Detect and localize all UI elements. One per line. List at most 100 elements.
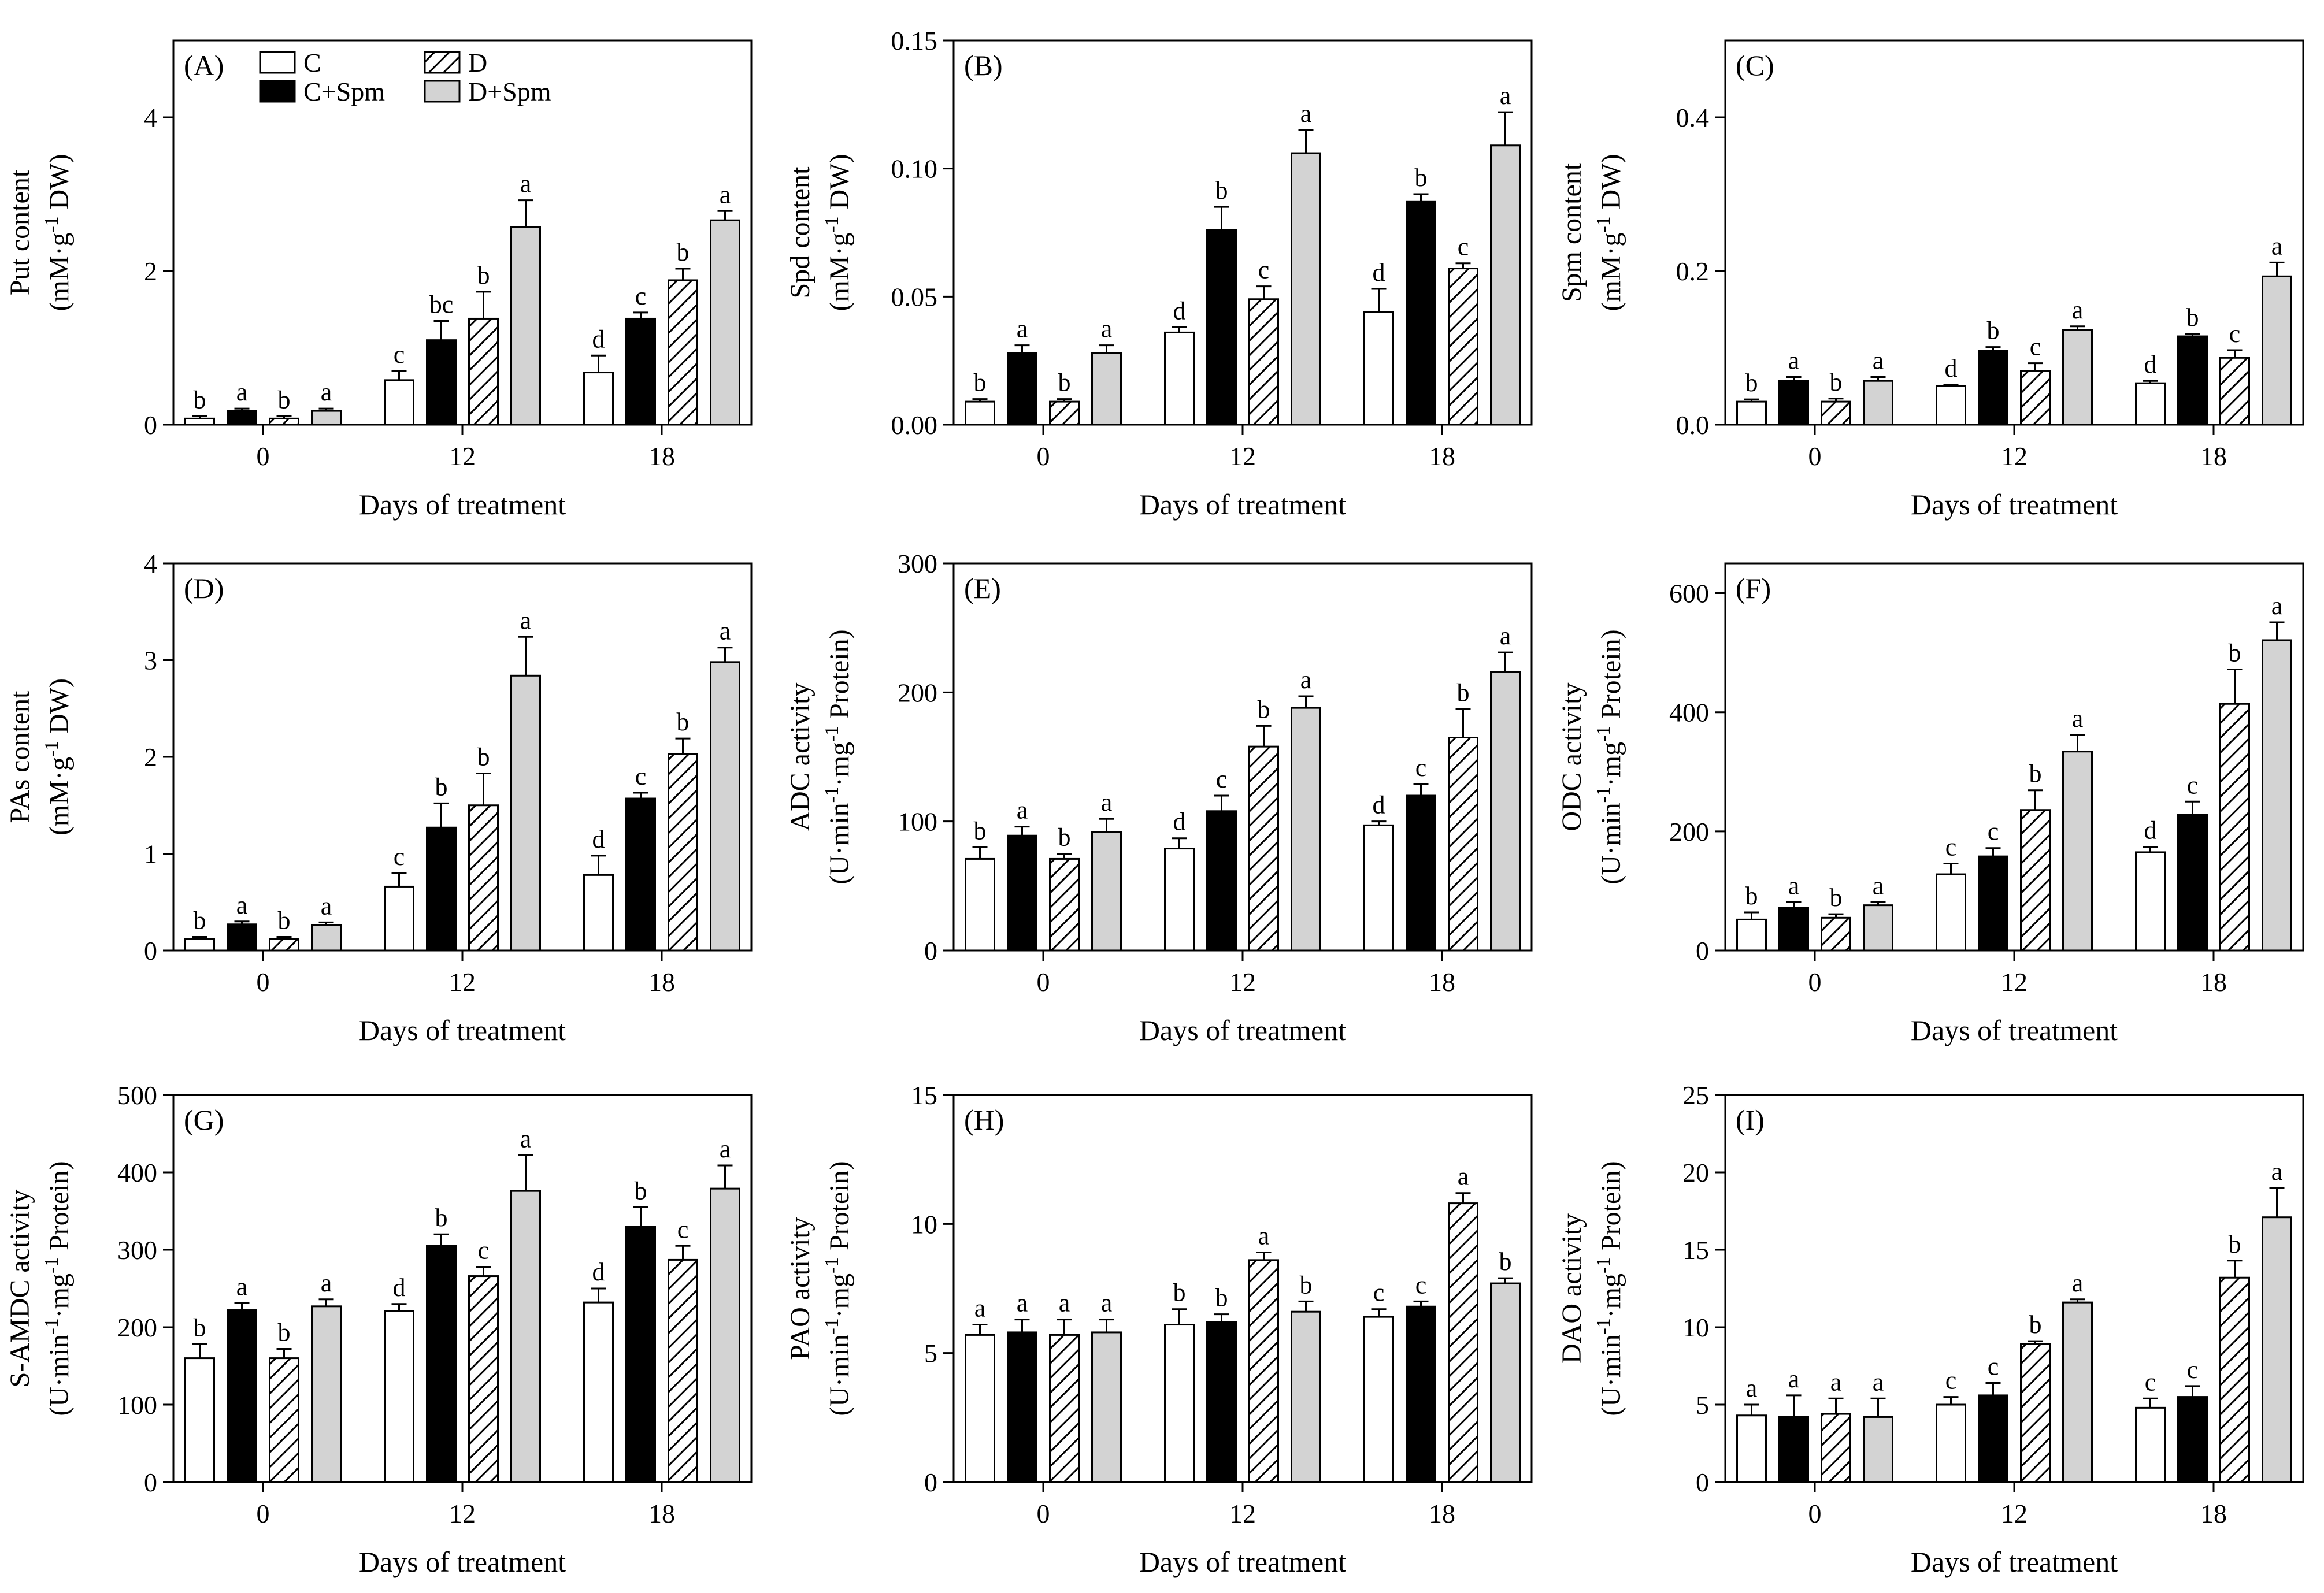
- significance-letter: b: [194, 385, 206, 414]
- bar-c-day-0: [1736, 918, 1767, 952]
- significance-letter: c: [1988, 818, 1999, 846]
- x-tick-label: 18: [2200, 1499, 2227, 1528]
- significance-letter: a: [1873, 1368, 1884, 1396]
- bar-c-spm-day-18: [1406, 1305, 1436, 1483]
- significance-letter: b: [2229, 1230, 2241, 1258]
- y-axis-label: DAO activity: [1556, 1213, 1587, 1364]
- x-tick-label: 18: [1429, 1499, 1455, 1528]
- bar-c-day-18: [2135, 1406, 2166, 1483]
- bar-d-day-0: [1821, 400, 1851, 426]
- significance-letter: a: [720, 180, 731, 209]
- y-tick-label: 15: [911, 1080, 937, 1110]
- significance-letter: d: [2144, 350, 2157, 378]
- bar-d-spm-day-18: [1490, 1282, 1521, 1483]
- bar-d-day-12: [1248, 1259, 1279, 1483]
- y-tick-label: 5: [924, 1339, 937, 1368]
- y-tick-label: 20: [1682, 1158, 1709, 1187]
- x-tick-label: 0: [257, 441, 270, 471]
- x-tick-label: 12: [1229, 967, 1256, 997]
- bar-c-day-18: [2135, 382, 2166, 426]
- bar-c-day-0: [1736, 1414, 1767, 1483]
- significance-letter: b: [974, 816, 987, 845]
- panel-label: (H): [964, 1104, 1004, 1136]
- y-tick-label: 15: [1682, 1235, 1709, 1265]
- significance-letter: d: [2144, 816, 2157, 845]
- bar-d-spm-day-12: [510, 674, 541, 952]
- bar-d-spm-day-18: [2262, 639, 2292, 952]
- bar-c-spm-day-12: [426, 826, 457, 952]
- significance-letter: d: [1173, 297, 1186, 325]
- y-tick-label: 200: [1669, 817, 1709, 846]
- legend-label: D+Spm: [468, 77, 551, 106]
- significance-letter: a: [520, 1125, 532, 1153]
- x-tick-label: 0: [1808, 1499, 1822, 1528]
- bar-d-day-18: [1448, 737, 1478, 952]
- y-tick-label: 0.10: [891, 154, 938, 184]
- bar-c-spm-day-18: [1406, 794, 1436, 952]
- y-tick-label: 0.0: [1676, 410, 1710, 440]
- x-tick-label: 0: [1808, 441, 1822, 471]
- bar-c-day-12: [384, 885, 414, 952]
- bar-c-spm-day-18: [2177, 1396, 2208, 1483]
- bar-d-day-12: [468, 1275, 499, 1483]
- significance-letter: d: [592, 1258, 605, 1286]
- bar-c-day-12: [1164, 1324, 1195, 1483]
- y-tick-label: 5: [1696, 1390, 1709, 1420]
- significance-letter: bc: [429, 290, 454, 318]
- bar-d-day-18: [668, 753, 698, 952]
- bar-c-spm-day-12: [1978, 350, 2008, 426]
- significance-letter: b: [435, 1204, 448, 1232]
- y-tick-label: 2: [144, 257, 157, 286]
- significance-letter: c: [1415, 1271, 1427, 1299]
- panel-label: (D): [184, 572, 224, 604]
- panel-label: (I): [1736, 1104, 1765, 1136]
- significance-letter: a: [1830, 1368, 1842, 1396]
- bar-d-spm-day-18: [2262, 275, 2292, 426]
- bar-d-spm-day-12: [2062, 329, 2093, 426]
- legend-swatch-4: [424, 80, 461, 103]
- significance-letter: c: [1945, 1367, 1957, 1395]
- significance-letter: a: [1101, 788, 1113, 816]
- x-tick-label: 12: [1229, 441, 1256, 471]
- bar-c-day-0: [965, 400, 995, 426]
- bar-c-spm-day-0: [1778, 380, 1809, 426]
- bar-c-day-0: [965, 1334, 995, 1483]
- bar-d-day-18: [668, 1258, 698, 1483]
- bar-d-spm-day-0: [311, 924, 342, 952]
- bar-c-spm-day-12: [1206, 1321, 1237, 1483]
- bar-d-spm-day-18: [710, 1187, 740, 1483]
- significance-letter: b: [2029, 1310, 2042, 1339]
- legend-swatch-1: [259, 51, 296, 74]
- y-axis-label: (mM·g-1 DW): [41, 154, 75, 311]
- y-axis-label: (mM·g-1 DW): [1593, 154, 1627, 311]
- bar-c-spm-day-12: [1206, 229, 1237, 426]
- significance-letter: b: [194, 907, 206, 935]
- significance-letter: a: [1458, 1163, 1469, 1191]
- x-axis-label: Days of treatment: [359, 1014, 566, 1046]
- bar-c-day-18: [583, 372, 614, 426]
- x-tick-label: 0: [1037, 441, 1050, 471]
- significance-letter: a: [1788, 872, 1800, 900]
- significance-letter: c: [1988, 1352, 1999, 1380]
- bar-c-spm-day-12: [426, 1245, 457, 1483]
- bar-d-day-12: [1248, 745, 1279, 952]
- significance-letter: b: [1215, 176, 1228, 205]
- legend: CC+Spm DD+Spm: [259, 48, 551, 106]
- bar-c-spm-day-0: [1007, 1331, 1037, 1483]
- x-tick-label: 0: [1037, 1499, 1050, 1528]
- bar-c-spm-day-18: [625, 1226, 656, 1483]
- significance-letter: b: [1173, 1279, 1186, 1307]
- bar-c-spm-day-12: [1206, 810, 1237, 952]
- chart-panel-9: (I) 0 5 10 15 20 25 DAO activity(U·min-1·mg-1 P…: [1556, 1080, 2304, 1578]
- panel-label: (A): [184, 49, 224, 81]
- bar-c-spm-day-18: [2177, 335, 2208, 426]
- significance-letter: b: [677, 238, 690, 266]
- significance-letter: a: [1500, 81, 1511, 110]
- y-axis-label: (mM·g-1 DW): [821, 154, 855, 311]
- y-tick-label: 1: [144, 840, 157, 869]
- bar-d-spm-day-18: [710, 219, 740, 426]
- bar-c-day-0: [184, 1357, 215, 1483]
- y-tick-label: 4: [144, 549, 157, 578]
- significance-letter: a: [1258, 1221, 1270, 1250]
